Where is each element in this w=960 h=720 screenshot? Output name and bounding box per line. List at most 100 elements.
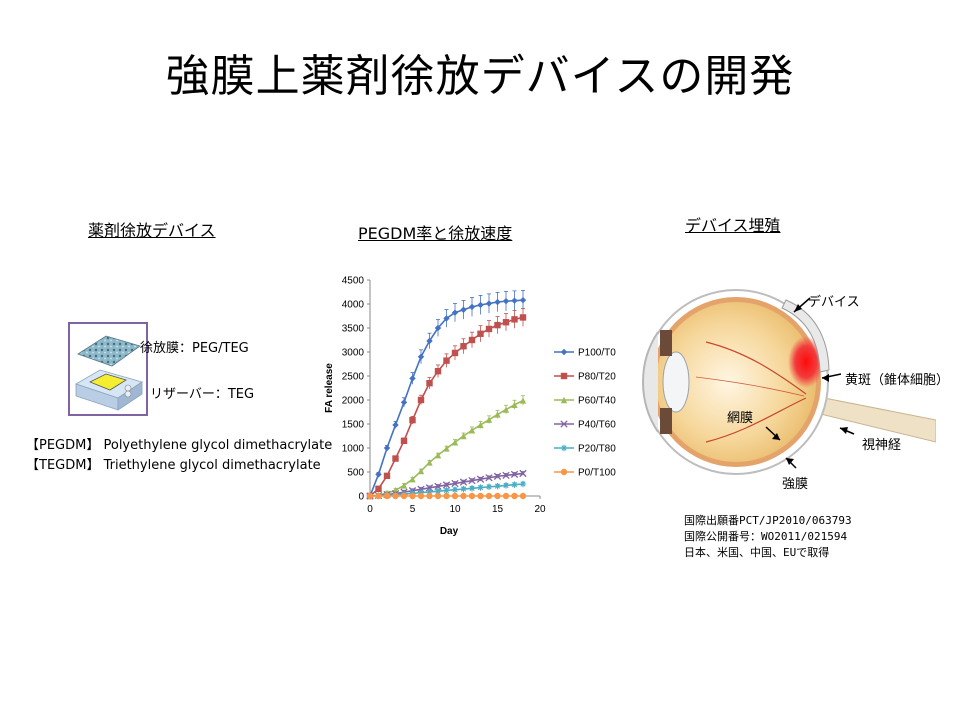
data-point [443, 487, 450, 494]
device-illustration [75, 335, 143, 411]
data-point [476, 475, 485, 483]
data-point [383, 492, 391, 500]
data-point [519, 397, 527, 404]
data-point [451, 349, 459, 357]
data-point [392, 492, 399, 500]
y-tick-label: 2500 [342, 372, 365, 383]
x-tick-label: 5 [410, 504, 416, 515]
device-section-heading: 薬剤徐放デバイス [88, 221, 216, 240]
data-point [494, 492, 501, 500]
y-tick-label: 3000 [342, 348, 365, 359]
data-point [502, 406, 510, 413]
data-point [426, 488, 433, 496]
implanted-device [781, 299, 830, 373]
slide-title: 強膜上薬剤徐放デバイスの開発 [165, 51, 795, 102]
retina-label: 網膜 [727, 411, 754, 426]
series-p100-t0 [366, 289, 527, 500]
data-point [392, 455, 399, 462]
data-point [477, 330, 484, 337]
implant-section-heading: デバイス埋殖 [685, 216, 781, 235]
y-tick-label: 1500 [342, 420, 365, 431]
legend-item: P60/T40 [554, 396, 616, 407]
data-point [494, 482, 501, 490]
data-point [485, 474, 493, 482]
macula-hotspot [788, 336, 824, 388]
data-point [443, 492, 450, 500]
tegdm-definition: 【TEGDM】 Triethylene glycol dimethacrylat… [26, 458, 321, 473]
data-point [434, 324, 442, 332]
data-point [400, 482, 408, 489]
series-line [369, 316, 524, 497]
data-point [477, 421, 484, 429]
data-point [468, 492, 476, 500]
legend-label: P20/T80 [578, 444, 616, 455]
x-tick-label: 0 [367, 504, 373, 515]
chart-series-layer [366, 289, 527, 500]
data-point [434, 482, 442, 491]
chart-section-heading: PEGDM率と徐放速度 [358, 224, 513, 243]
data-point [451, 492, 459, 500]
series-p0-t100 [366, 492, 527, 500]
data-point [451, 479, 459, 488]
data-point [477, 484, 484, 491]
legend-marker [560, 372, 568, 380]
legend-item: P100/T0 [554, 348, 616, 359]
legend-marker [560, 348, 568, 356]
data-point [511, 481, 518, 488]
x-axis-title: Day [440, 526, 459, 537]
data-point [375, 471, 382, 478]
x-tick-label: 20 [534, 504, 546, 515]
membrane-layer [77, 335, 141, 367]
data-point [417, 467, 425, 475]
legend-item: P20/T80 [554, 444, 616, 455]
data-point [409, 416, 416, 424]
data-point [383, 472, 391, 480]
data-point [519, 480, 527, 488]
data-point [502, 471, 510, 480]
release-chart: 0 500 1000 1500 2000 2500 3000 3500 4000 4500 0 5 10… [324, 276, 616, 538]
data-point [400, 492, 408, 500]
data-point [392, 421, 399, 429]
legend-marker [560, 396, 568, 404]
data-point [400, 399, 408, 406]
data-point [434, 488, 442, 495]
data-point [459, 478, 468, 486]
data-point [511, 316, 518, 323]
y-tick-label: 4500 [342, 276, 365, 287]
data-point [511, 492, 518, 500]
chart-ticks: 0 500 1000 1500 2000 2500 3000 3500 4000 4500 0 5 10… [324, 276, 546, 538]
data-point [409, 492, 416, 500]
data-point [375, 485, 382, 492]
optic-nerve-label: 視神経 [862, 438, 902, 453]
legend-marker [560, 468, 568, 476]
data-point [451, 439, 459, 446]
data-point [383, 444, 391, 452]
data-point [511, 297, 518, 304]
x-tick-label: 15 [492, 504, 504, 515]
data-point [494, 321, 501, 329]
legend-marker [560, 420, 568, 428]
data-point [409, 375, 416, 382]
data-point [477, 492, 484, 500]
data-point [443, 357, 450, 364]
data-point [460, 492, 467, 500]
eye-diagram [642, 289, 936, 475]
data-point [468, 476, 476, 485]
data-point [417, 485, 425, 493]
data-point [468, 427, 476, 434]
data-point [519, 469, 527, 478]
y-axis-title: FA release [324, 363, 335, 413]
y-tick-label: 2000 [342, 396, 365, 407]
reservoir-label: リザーバー：TEG [150, 387, 255, 402]
chart-legend: P100/T0 P80/T20 P60/T40 P40/T60 P20/T80 P0/T1… [554, 348, 616, 479]
legend-item: P0/T100 [554, 468, 616, 479]
legend-label: P0/T100 [578, 468, 616, 479]
legend-marker [560, 444, 568, 452]
y-tick-label: 4000 [342, 300, 365, 311]
data-point [485, 416, 493, 423]
legend-item: P80/T20 [554, 372, 616, 383]
data-point [502, 297, 510, 305]
series-p80-t20 [366, 308, 527, 500]
series-p60-t40 [366, 395, 527, 500]
x-tick-label: 10 [449, 504, 461, 515]
